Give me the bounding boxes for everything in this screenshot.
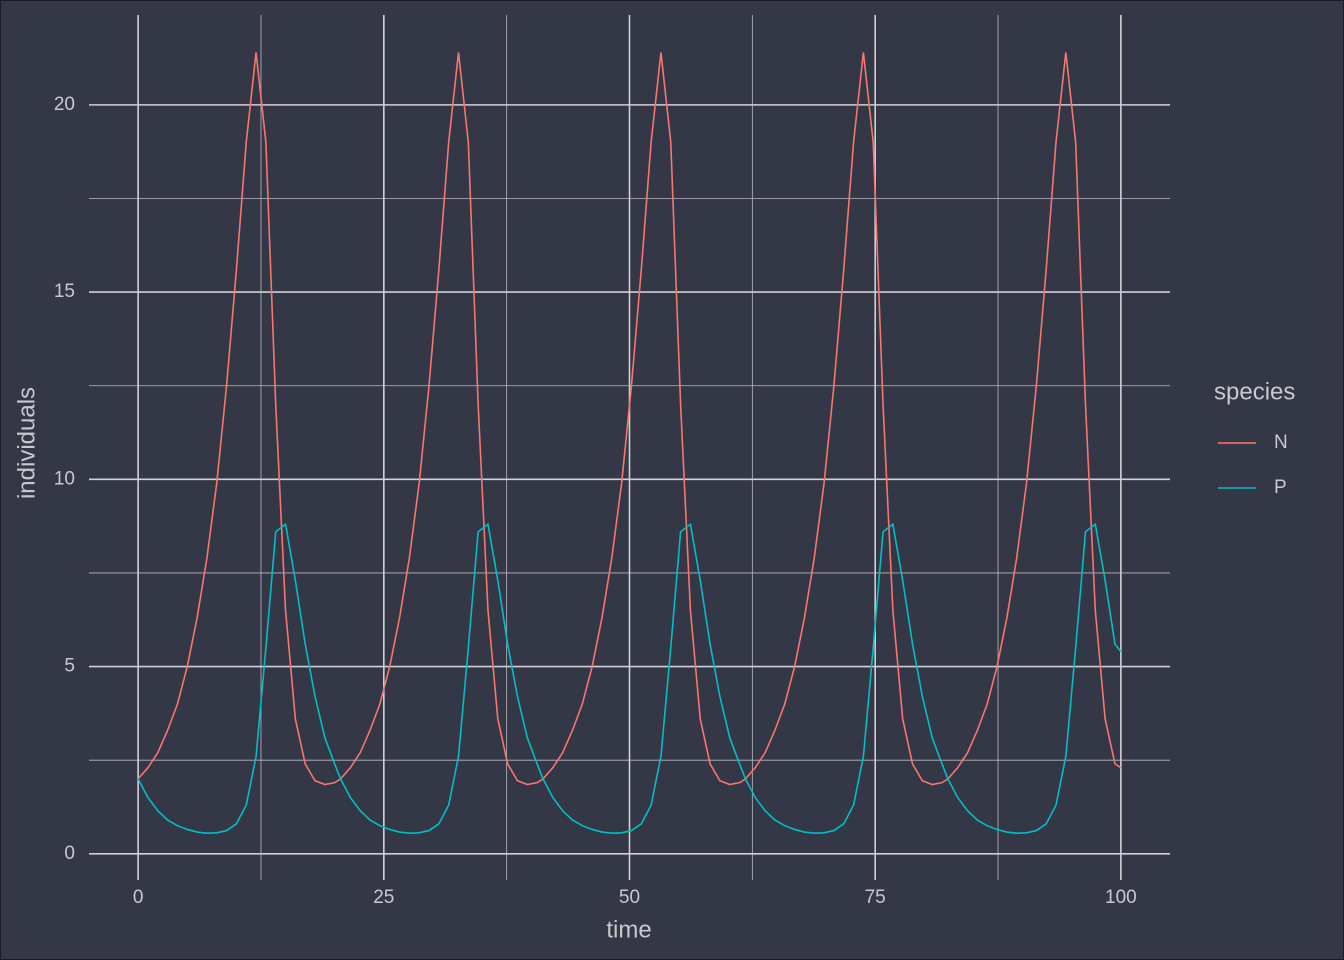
series-line (137, 52, 1122, 786)
legend-label: N (1274, 432, 1288, 453)
x-tick-label: 75 (865, 887, 886, 908)
y-tick-label: 15 (54, 281, 75, 302)
x-tick-label: 100 (1105, 887, 1137, 908)
x-tick-label: 0 (133, 887, 144, 908)
x-tick-label: 50 (619, 887, 640, 908)
x-tick-label: 25 (373, 887, 394, 908)
series-line (137, 522, 1122, 834)
y-tick-label: 20 (54, 94, 75, 115)
x-axis-title: time (606, 916, 651, 943)
y-tick-label: 10 (54, 468, 75, 489)
legend-label: P (1274, 477, 1287, 498)
y-tick-label: 0 (64, 843, 75, 864)
y-axis-title: individuals (13, 387, 40, 499)
legend-title: species (1214, 378, 1295, 405)
y-tick-label: 5 (64, 656, 75, 677)
